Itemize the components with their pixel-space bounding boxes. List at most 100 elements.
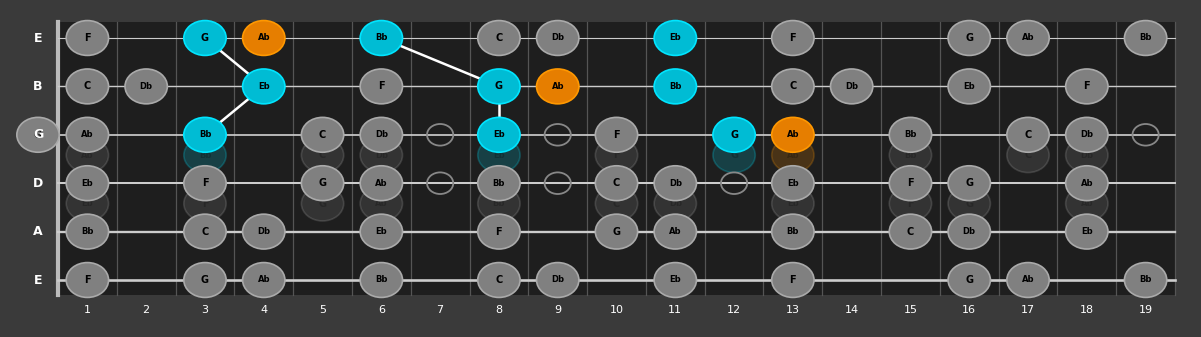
Ellipse shape [66,186,108,221]
Text: 17: 17 [1021,305,1035,315]
Ellipse shape [948,166,991,201]
Text: G: G [34,130,42,140]
Text: E: E [34,274,42,286]
Text: C: C [789,82,796,91]
Ellipse shape [1006,117,1050,152]
Text: G: G [730,130,739,140]
Text: F: F [614,130,620,140]
Text: Db: Db [551,276,564,284]
Text: F: F [907,178,914,188]
Text: Ab: Ab [1081,199,1093,208]
Text: Bb: Bb [787,227,799,236]
Text: E: E [34,31,42,44]
Text: 5: 5 [319,305,325,315]
Text: Db: Db [551,33,564,42]
Ellipse shape [478,21,520,55]
Text: Eb: Eb [787,199,799,208]
Ellipse shape [1006,138,1050,173]
Ellipse shape [596,214,638,249]
Ellipse shape [772,138,814,173]
Text: Bb: Bb [492,199,506,208]
Text: F: F [496,226,502,237]
Text: Bb: Bb [669,82,681,91]
Ellipse shape [713,138,755,173]
Text: Db: Db [669,199,682,208]
Ellipse shape [360,138,402,173]
Ellipse shape [537,21,579,55]
Text: Ab: Ab [787,151,799,160]
Ellipse shape [243,214,285,249]
Ellipse shape [478,263,520,298]
Text: Eb: Eb [1081,227,1093,236]
Text: G: G [201,275,209,285]
Ellipse shape [184,214,226,249]
Ellipse shape [360,186,402,221]
Text: 18: 18 [1080,305,1094,315]
Ellipse shape [537,263,579,298]
Text: C: C [202,226,209,237]
Ellipse shape [66,263,108,298]
Text: C: C [613,198,620,209]
Text: Eb: Eb [963,82,975,91]
Text: C: C [319,130,327,140]
Ellipse shape [655,186,697,221]
Ellipse shape [596,117,638,152]
Ellipse shape [1006,263,1050,298]
Ellipse shape [478,214,520,249]
Text: Ab: Ab [82,130,94,139]
Text: C: C [907,226,914,237]
Ellipse shape [17,117,59,152]
Text: 19: 19 [1139,305,1153,315]
Text: Ab: Ab [787,130,799,139]
Text: Ab: Ab [551,82,564,91]
Ellipse shape [1065,214,1109,249]
Ellipse shape [360,69,402,104]
Ellipse shape [301,186,343,221]
Ellipse shape [184,263,226,298]
Ellipse shape [360,21,402,55]
Text: G: G [32,128,43,141]
Ellipse shape [184,117,226,152]
Text: 9: 9 [554,305,561,315]
Text: F: F [789,33,796,43]
Text: G: G [201,33,209,43]
Ellipse shape [1065,69,1109,104]
Ellipse shape [184,138,226,173]
Text: C: C [613,178,620,188]
Ellipse shape [772,21,814,55]
Ellipse shape [948,69,991,104]
Text: 12: 12 [727,305,741,315]
Ellipse shape [1065,138,1109,173]
Ellipse shape [1065,117,1109,152]
Ellipse shape [1006,21,1050,55]
Text: 11: 11 [668,305,682,315]
Ellipse shape [948,214,991,249]
Text: Eb: Eb [376,227,387,236]
Ellipse shape [948,263,991,298]
Text: Bb: Bb [82,227,94,236]
Text: Db: Db [257,227,270,236]
Text: Bb: Bb [492,179,506,188]
Ellipse shape [1124,263,1166,298]
Text: 4: 4 [261,305,268,315]
Ellipse shape [889,117,932,152]
Text: Bb: Bb [375,33,388,42]
Ellipse shape [772,263,814,298]
Ellipse shape [889,214,932,249]
Ellipse shape [772,117,814,152]
Text: A: A [34,225,43,238]
Ellipse shape [772,186,814,221]
Text: F: F [84,33,91,43]
Ellipse shape [66,138,108,173]
Ellipse shape [360,214,402,249]
Text: F: F [202,178,208,188]
Ellipse shape [655,166,697,201]
Ellipse shape [596,186,638,221]
Text: Db: Db [375,130,388,139]
Text: 14: 14 [844,305,859,315]
Text: G: G [966,275,973,285]
Ellipse shape [596,138,638,173]
Text: 15: 15 [903,305,918,315]
Ellipse shape [596,166,638,201]
Text: 7: 7 [437,305,443,315]
